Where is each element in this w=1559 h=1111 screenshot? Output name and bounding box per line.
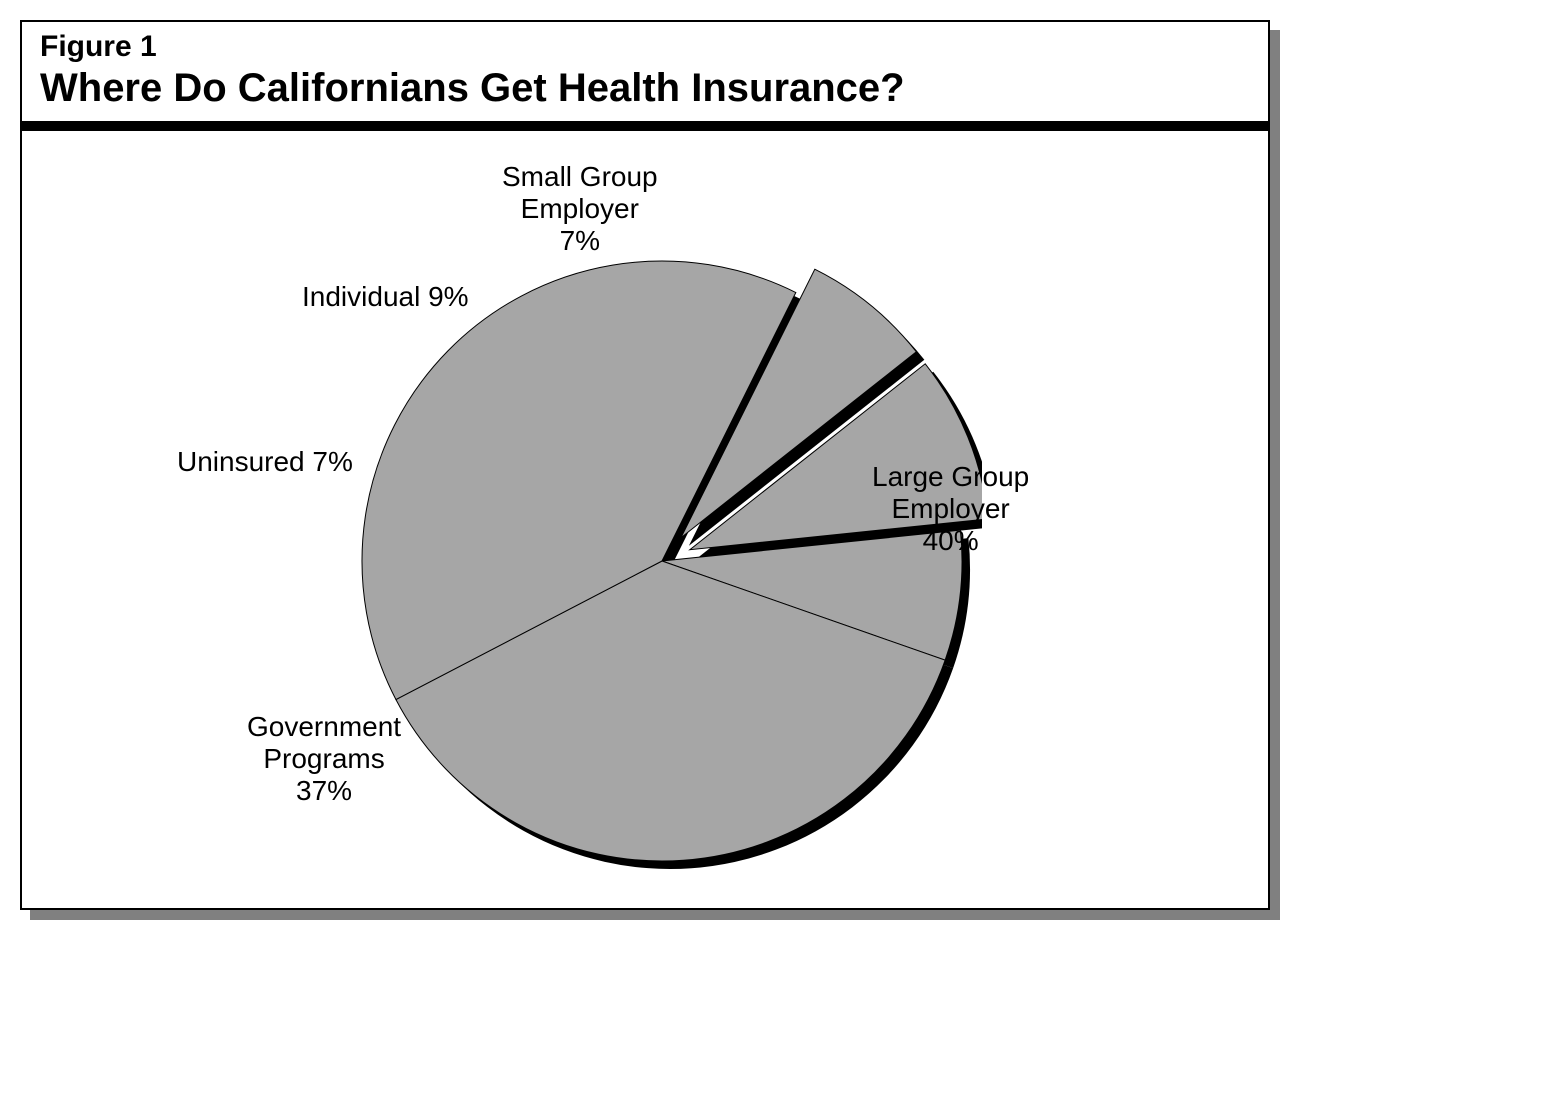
pie-slice-label: Small Group Employer 7%: [502, 161, 658, 258]
pie-slice-label: Large Group Employer 40%: [872, 461, 1029, 558]
pie-slice-label: Government Programs 37%: [247, 711, 401, 808]
pie-slice-label: Uninsured 7%: [177, 446, 353, 478]
pie-slice-label: Individual 9%: [302, 281, 469, 313]
figure-header: Figure 1 Where Do Californians Get Healt…: [22, 22, 1268, 131]
figure-box: Figure 1 Where Do Californians Get Healt…: [20, 20, 1270, 910]
figure-number: Figure 1: [40, 30, 1250, 64]
pie-chart-area: Small Group Employer 7% Individual 9% Unin…: [22, 131, 1268, 891]
figure-title: Where Do Californians Get Health Insuran…: [40, 66, 1250, 111]
figure-container: Figure 1 Where Do Californians Get Healt…: [20, 20, 1280, 920]
